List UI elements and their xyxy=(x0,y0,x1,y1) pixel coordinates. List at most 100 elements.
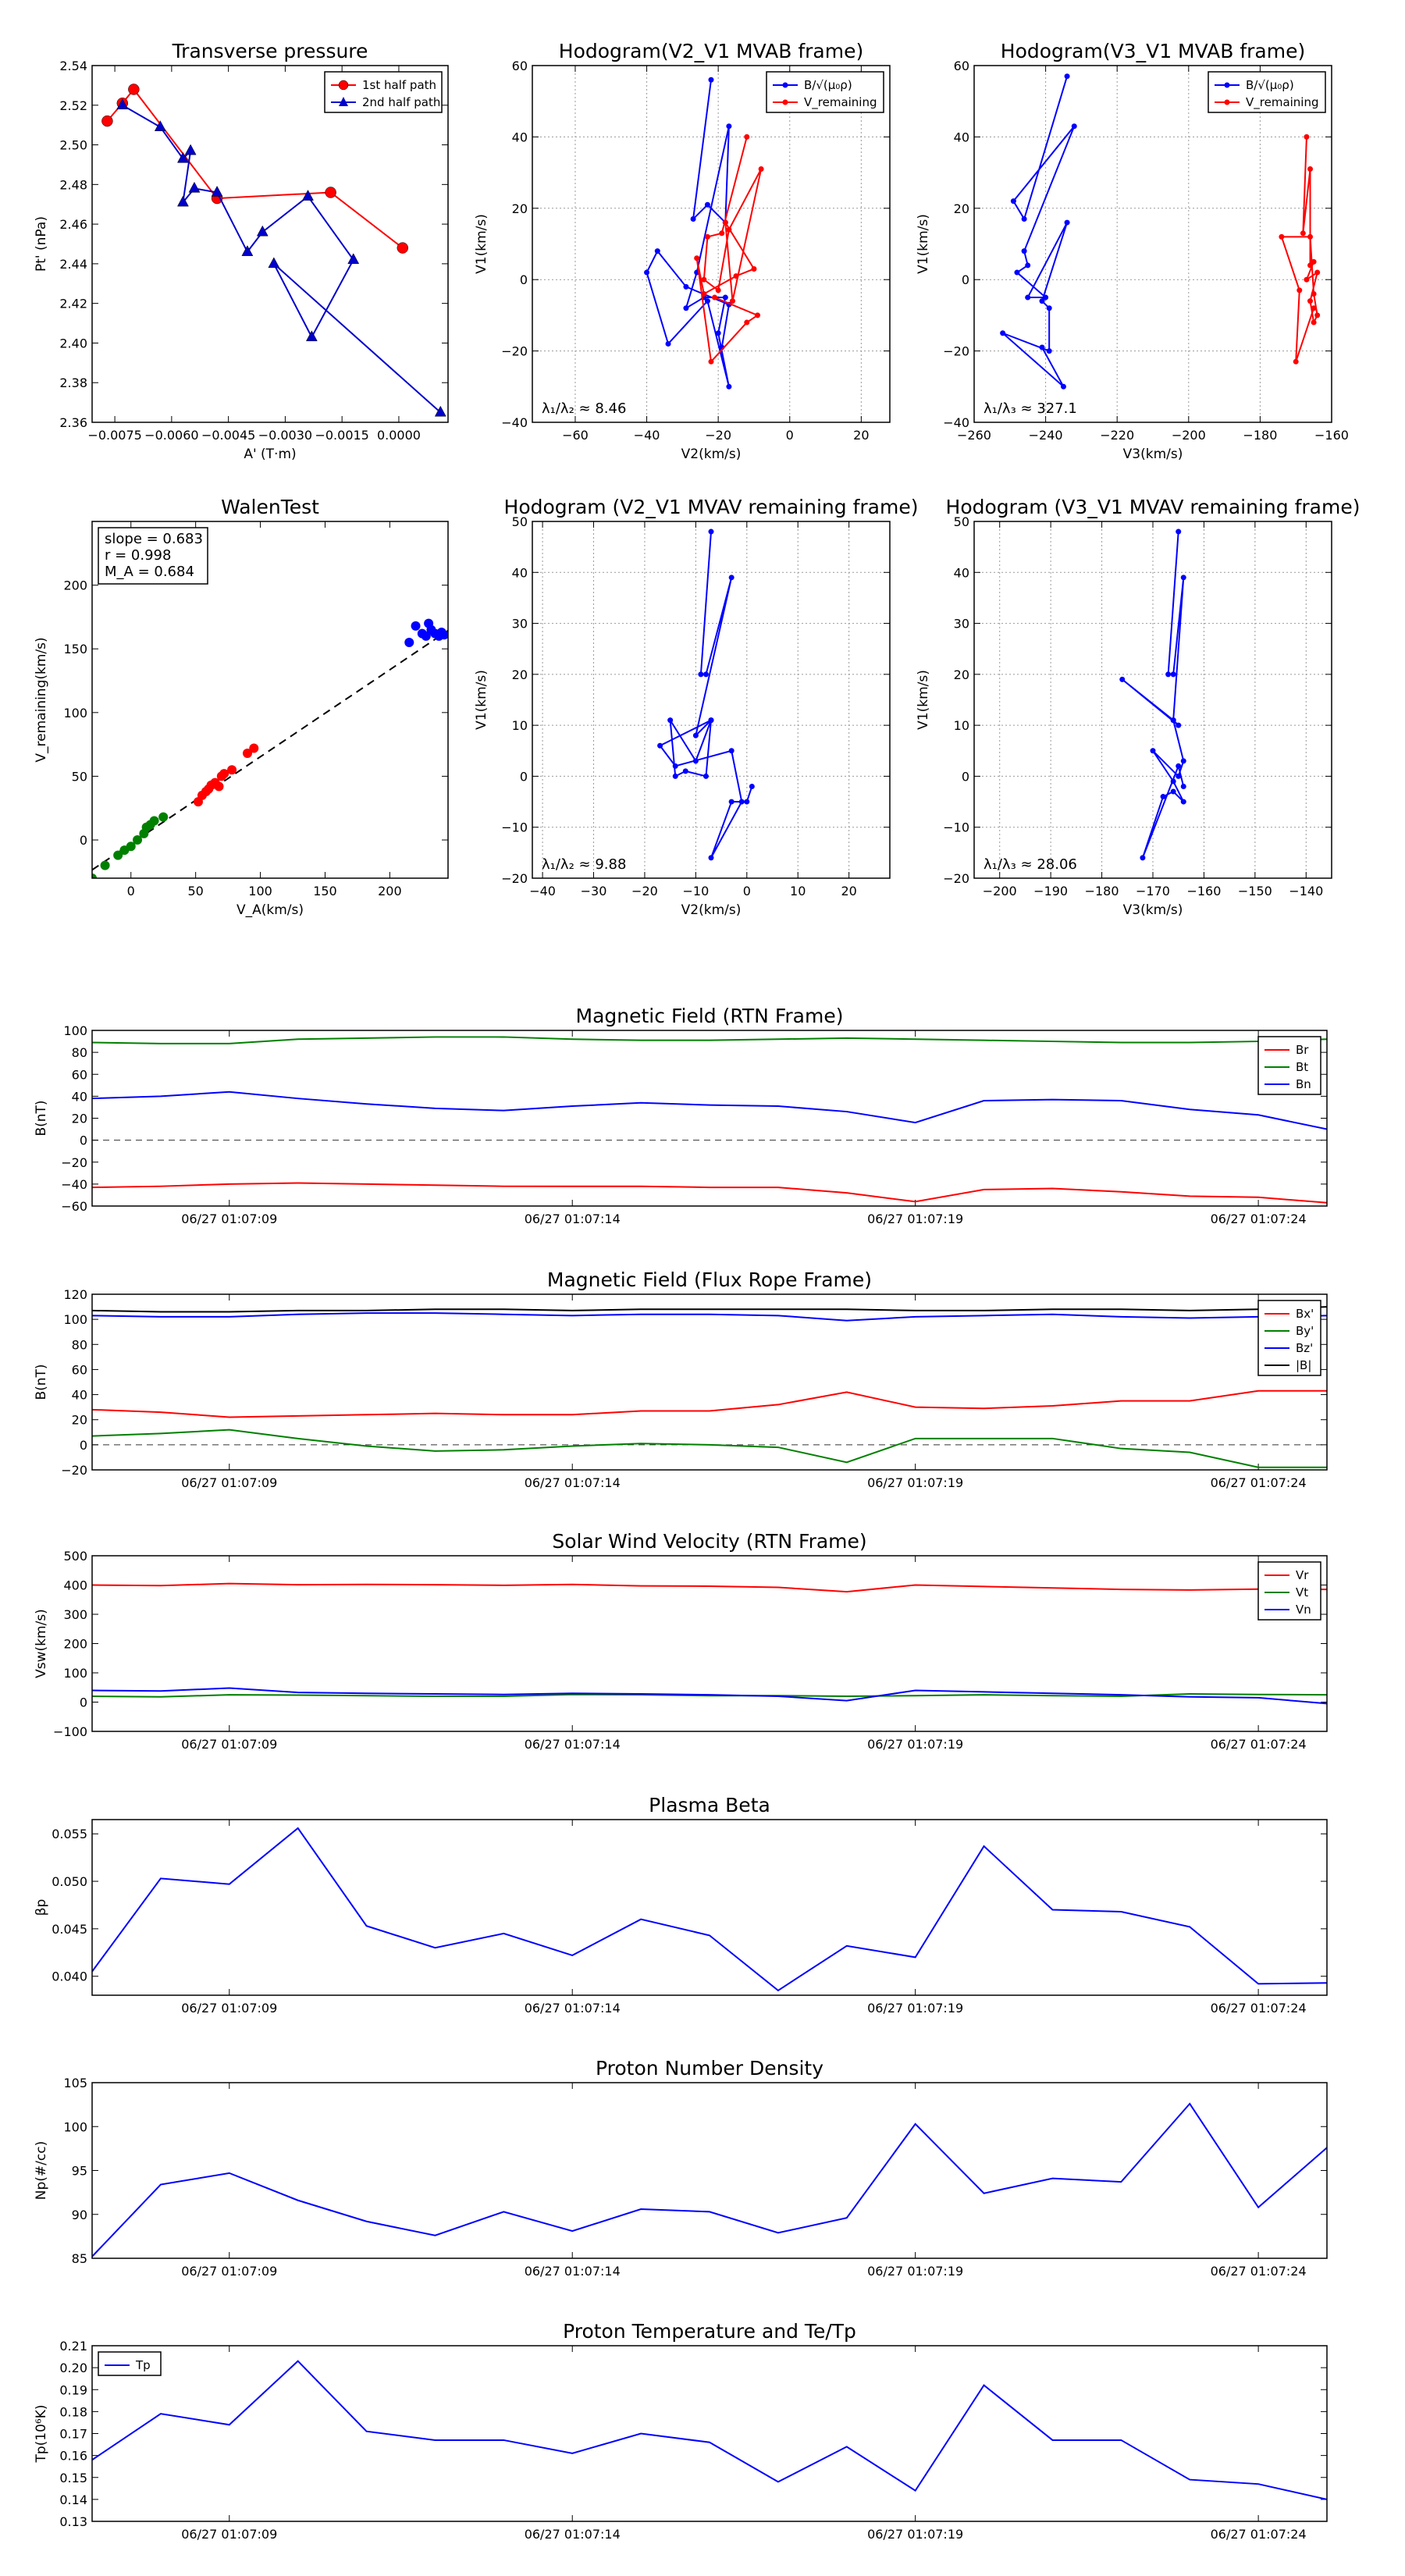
y-tick-label: 0.13 xyxy=(59,2514,87,2529)
data-point xyxy=(1025,262,1031,269)
data-point xyxy=(683,283,689,290)
y-axis-label: Vsw(km/s) xyxy=(34,1609,49,1678)
legend-label: Bz' xyxy=(1296,1341,1313,1355)
chart-hodo2: −260 −240 −220 −200 −180 −160−40−200204060Hod… xyxy=(916,40,1349,462)
chart-title: Hodogram(V2_V1 MVAB frame) xyxy=(559,40,863,62)
data-point xyxy=(698,671,704,678)
x-tick-label: 06/27 01:07:24 xyxy=(1211,2264,1307,2279)
x-tick-label: −180 xyxy=(1085,884,1119,898)
plot-frame xyxy=(973,521,1332,879)
plot-frame xyxy=(91,521,449,879)
legend: B/√(μ₀ρ) V_remaining xyxy=(1208,71,1326,113)
y-tick-label: 120 xyxy=(63,1287,87,1302)
data-point xyxy=(1140,855,1146,861)
data-point xyxy=(101,115,113,127)
y-tick-label: −20 xyxy=(943,871,969,886)
x-tick-label: −170 xyxy=(1136,884,1170,898)
data-point xyxy=(158,812,169,822)
data-point xyxy=(305,330,318,342)
x-tick-label: 06/27 01:07:24 xyxy=(1211,2001,1307,2016)
chart-title: Hodogram (V2_V1 MVAV remaining frame) xyxy=(504,496,919,518)
chart-title: Hodogram (V3_V1 MVAV remaining frame) xyxy=(946,496,1361,518)
data-point xyxy=(1304,276,1310,283)
data-point xyxy=(1176,528,1182,535)
data-point xyxy=(708,358,714,365)
x-tick-label: 06/27 01:07:19 xyxy=(867,1737,963,1752)
legend-label: Vr xyxy=(1296,1568,1309,1582)
data-point xyxy=(1300,230,1306,237)
data-point xyxy=(733,273,739,279)
data-point xyxy=(1046,305,1052,311)
x-tick-label: 06/27 01:07:09 xyxy=(181,1737,277,1752)
data-point xyxy=(1170,717,1176,724)
data-point xyxy=(701,290,707,297)
y-tick-label: 150 xyxy=(63,642,87,656)
data-point xyxy=(755,312,761,318)
y-axis-label: B(nT) xyxy=(34,1100,49,1136)
y-tick-label: 0.18 xyxy=(59,2404,87,2419)
data-point xyxy=(704,201,710,208)
data-point xyxy=(1293,358,1299,365)
series-line-Bx' xyxy=(92,1389,1327,1418)
y-tick-label: 0.040 xyxy=(52,1969,87,1984)
data-point xyxy=(347,253,360,265)
y-tick-label: −100 xyxy=(53,1724,87,1739)
data-point xyxy=(722,219,728,226)
y-tick-label: 60 xyxy=(72,1067,87,1082)
x-axis-label: V3(km/s) xyxy=(1123,902,1183,918)
data-point xyxy=(1279,233,1285,240)
y-axis-label: V1(km/s) xyxy=(474,670,489,730)
data-point xyxy=(1170,671,1176,678)
y-tick-label: 105 xyxy=(63,2076,87,2090)
legend: Br Bt Bn xyxy=(1257,1036,1321,1095)
x-tick-label: 0 xyxy=(127,884,135,898)
chart-title: WalenTest xyxy=(221,496,319,518)
series-line-Bz' xyxy=(92,1312,1327,1322)
y-tick-label: 0.055 xyxy=(52,1827,87,1841)
y-tick-label: 90 xyxy=(72,2208,87,2222)
data-point xyxy=(113,850,123,860)
y-tick-label: 0.15 xyxy=(59,2471,87,2485)
chart-title: Plasma Beta xyxy=(649,1794,770,1816)
y-axis-label: V_remaining(km/s) xyxy=(34,637,49,762)
legend-marker xyxy=(1224,82,1230,88)
x-tick-label: −200 xyxy=(1172,428,1206,443)
data-point xyxy=(92,873,97,878)
legend: Tp xyxy=(98,2351,162,2376)
data-point xyxy=(116,98,129,110)
x-tick-label: 06/27 01:07:19 xyxy=(867,1212,963,1226)
stats-box xyxy=(98,527,208,585)
legend-label: Tp xyxy=(135,2358,151,2372)
data-point xyxy=(1150,748,1156,754)
data-point xyxy=(268,257,280,269)
data-point xyxy=(126,841,136,852)
chart-np: 06/27 01:07:09 06/27 01:07:14 06/27 01:07:… xyxy=(34,2057,1328,2279)
series-line-V_remaining xyxy=(1280,137,1319,362)
eigen-ratio-label: λ₁/λ₂ ≈ 8.46 xyxy=(542,400,626,417)
legend: Bx' By' Bz' |B| xyxy=(1257,1300,1321,1376)
data-point xyxy=(1180,575,1186,581)
y-tick-label: −20 xyxy=(61,1463,87,1478)
y-tick-label: 40 xyxy=(512,565,528,580)
x-tick-label: −220 xyxy=(1100,428,1134,443)
data-point xyxy=(726,123,732,130)
y-tick-label: 20 xyxy=(512,667,528,682)
data-point xyxy=(1311,258,1317,265)
legend-label: By' xyxy=(1296,1324,1314,1338)
series-line-Np xyxy=(92,2102,1327,2258)
data-point xyxy=(1311,290,1317,297)
series-line-Br xyxy=(92,1182,1327,1204)
data-point xyxy=(1180,783,1186,789)
y-tick-label: 100 xyxy=(63,1312,87,1327)
y-axis-label: βp xyxy=(34,1899,49,1916)
data-point xyxy=(128,84,140,95)
fit-line xyxy=(92,629,448,871)
legend-label: 2nd half path xyxy=(362,95,440,109)
chart-walen: 0 50 100 150 200 0 50 100 150 200 WalenTest V_A(km/… xyxy=(34,496,449,918)
y-tick-label: 20 xyxy=(72,1112,87,1126)
legend-label: B/√(μ₀ρ) xyxy=(804,78,852,92)
data-point xyxy=(1311,319,1317,326)
plot-frame xyxy=(91,65,449,423)
legend-label: Vt xyxy=(1296,1585,1308,1599)
y-tick-label: 85 xyxy=(72,2251,87,2266)
